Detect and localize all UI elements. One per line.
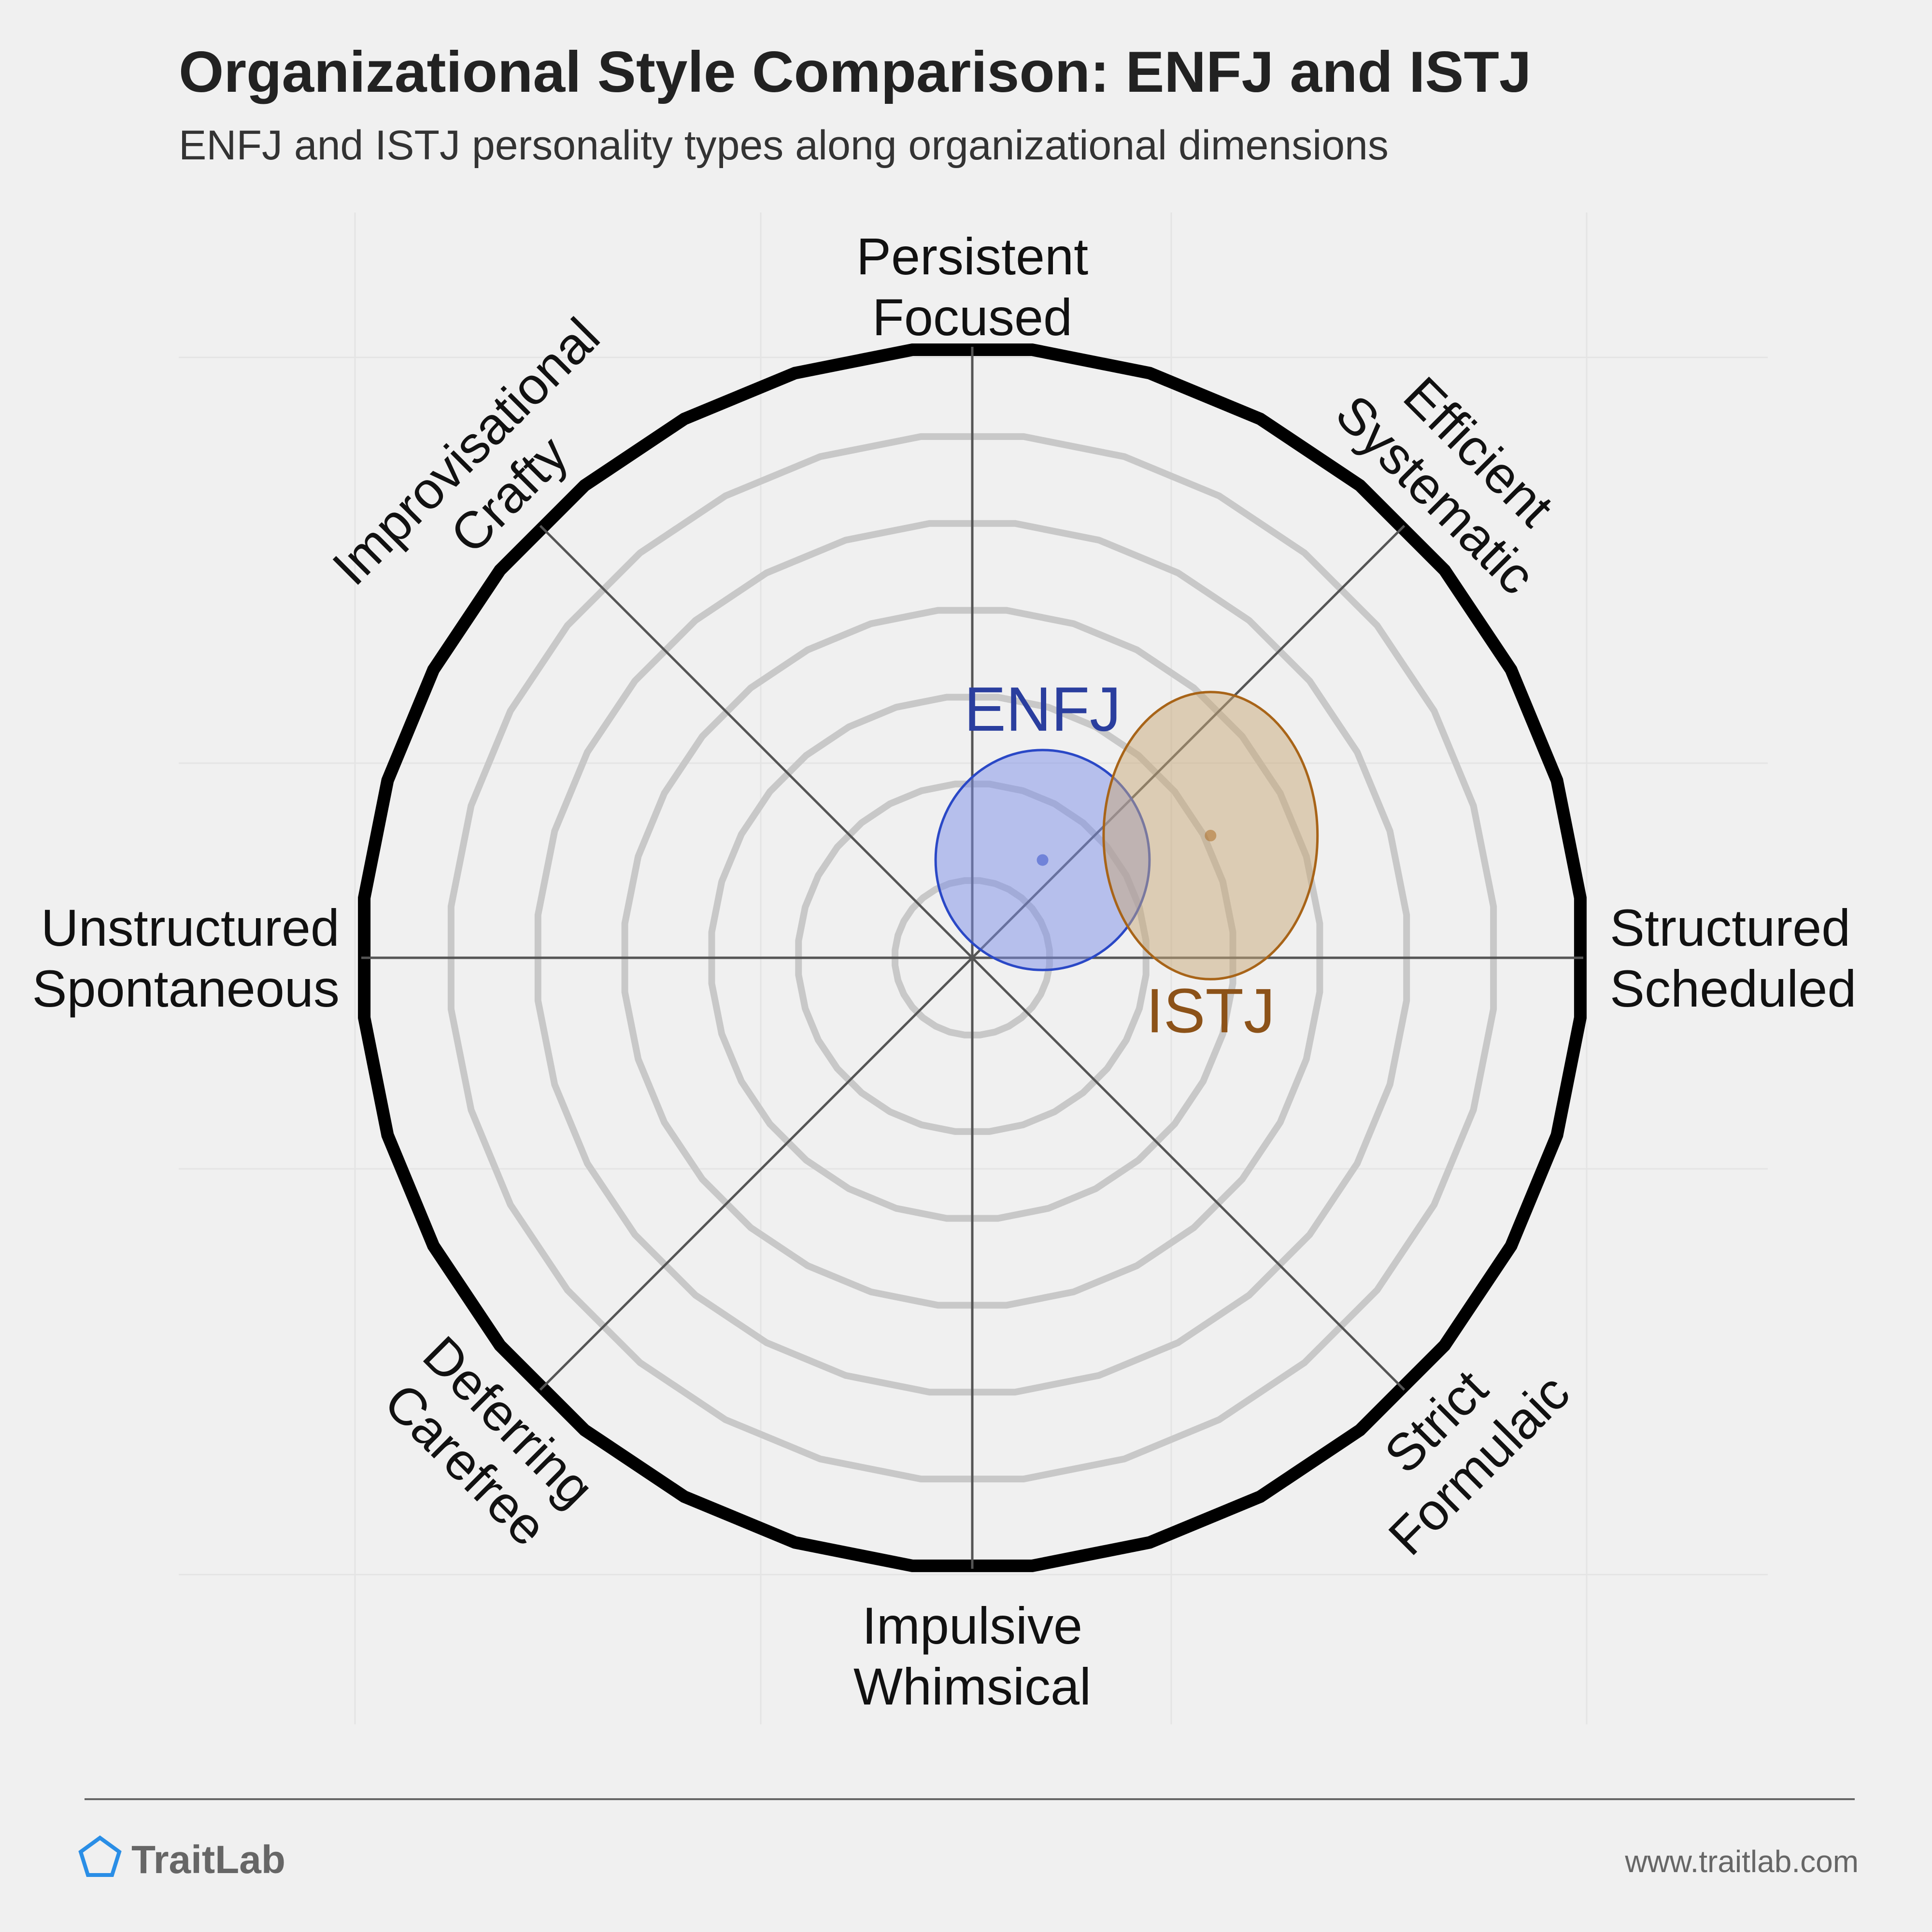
series-labels: ENFJ ISTJ (964, 674, 1275, 1046)
footer-brand: TraitLab (131, 1838, 285, 1882)
axis-line (539, 525, 973, 959)
chart-title: Organizational Style Comparison: ENFJ an… (179, 40, 1532, 104)
axis-line (971, 957, 1406, 1391)
axis-label-line: Scheduled (1610, 959, 1856, 1018)
series-label-istj: ISTJ (1146, 975, 1275, 1046)
pentagon-icon (78, 1835, 122, 1877)
series-label-enfj: ENFJ (964, 674, 1121, 744)
series-center-istj (1205, 830, 1217, 841)
ring (708, 694, 1236, 1222)
ring (621, 607, 1323, 1309)
axis-label-line: Persistent (856, 227, 1088, 285)
axes (361, 347, 1583, 1569)
ring (534, 520, 1410, 1396)
outer-ring (358, 343, 1587, 1572)
axis-label-line: Unstructured (41, 898, 340, 957)
series-center-enfj (1037, 854, 1049, 866)
axis-line (539, 957, 973, 1391)
axis-label-line: Impulsive (862, 1596, 1082, 1655)
axis-label-line: Focused (872, 288, 1072, 346)
chart-subtitle: ENFJ and ISTJ personality types along or… (179, 122, 1389, 169)
footer-url: www.traitlab.com (1624, 1844, 1859, 1879)
series-areas (934, 691, 1319, 980)
axis-label-line: Structured (1610, 898, 1850, 957)
axis-label-line: Whimsical (853, 1657, 1091, 1716)
axis-label-line: Spontaneous (32, 959, 340, 1018)
ring (447, 433, 1497, 1483)
